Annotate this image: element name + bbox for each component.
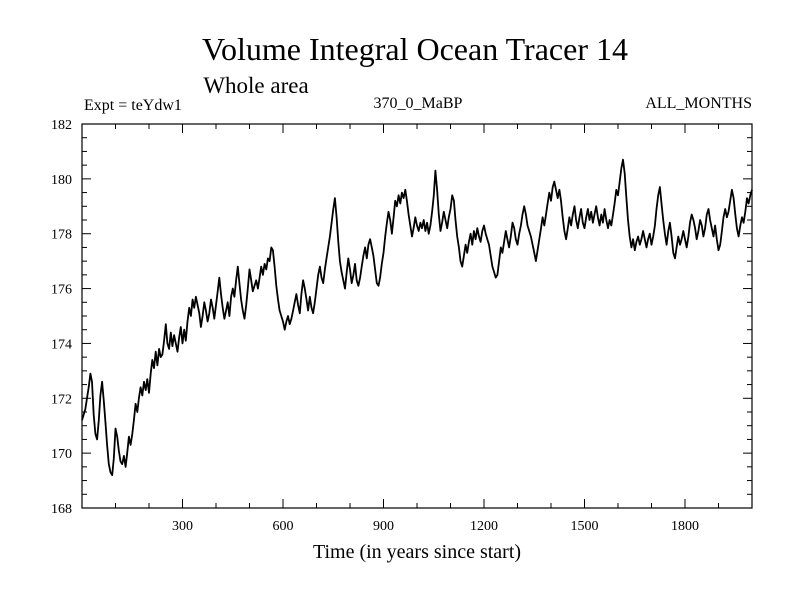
y-tick-label: 182 (51, 118, 72, 133)
experiment-label: Expt = teYdw1 (84, 97, 182, 114)
y-tick-label: 168 (51, 502, 72, 517)
x-tick-label: 1200 (470, 519, 498, 534)
plot-frame (81, 123, 753, 509)
x-tick-label: 600 (273, 519, 294, 534)
period-label: 370_0_MaBP (374, 95, 463, 112)
axis-tick-labels: 300 600 900 1200 1500 1800 168 170 172 174 176 178 1… (51, 118, 699, 534)
axis-ticks (82, 124, 752, 508)
y-tick-label: 174 (51, 337, 72, 352)
x-tick-label: 900 (373, 519, 394, 534)
y-tick-label: 176 (51, 283, 72, 298)
chart-title: Volume Integral Ocean Tracer 14 (202, 31, 628, 67)
x-tick-label: 1500 (571, 519, 599, 534)
months-label: ALL_MONTHS (645, 95, 752, 112)
y-tick-label: 172 (51, 392, 72, 407)
x-tick-label: 1800 (671, 519, 699, 534)
y-tick-label: 180 (51, 173, 72, 188)
x-tick-label: 300 (172, 519, 193, 534)
chart-subtitle: Whole area (203, 73, 308, 98)
y-tick-label: 170 (51, 447, 72, 462)
x-axis-label: Time (in years since start) (313, 541, 521, 563)
y-tick-label: 178 (51, 228, 72, 243)
series-line (81, 158, 753, 476)
